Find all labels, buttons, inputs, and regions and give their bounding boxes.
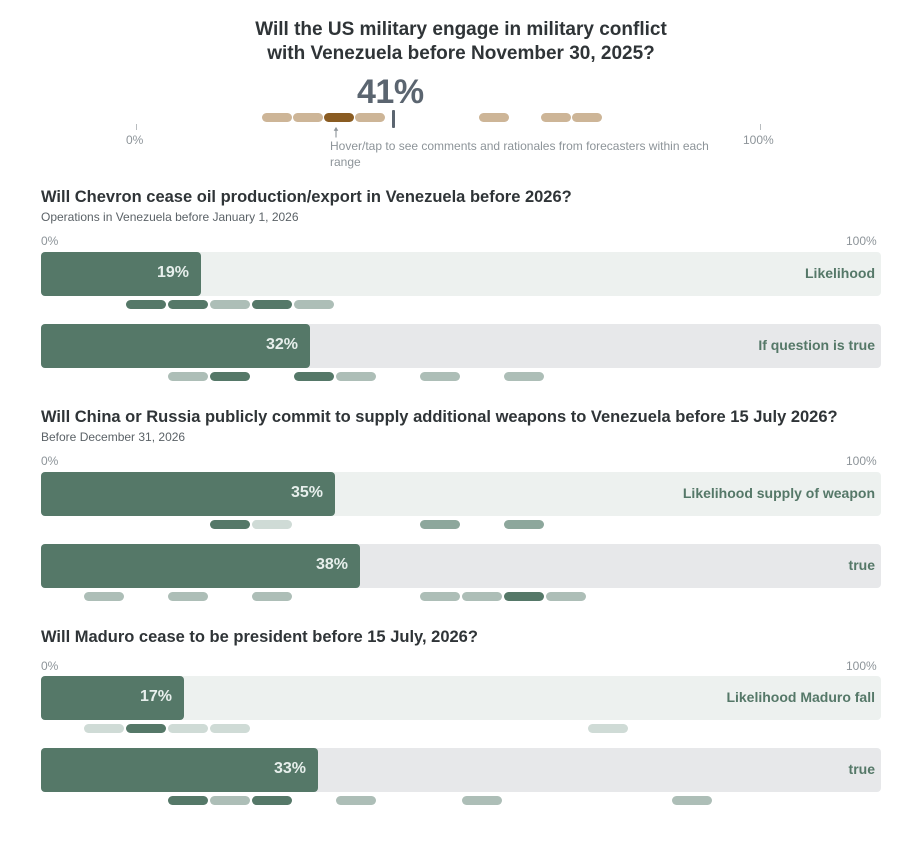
axis-max-label: 100% xyxy=(743,133,774,147)
question-title: Will Chevron cease oil production/export… xyxy=(41,188,572,206)
forecast-range-pill[interactable] xyxy=(420,592,460,601)
forecast-range-pill[interactable] xyxy=(293,113,323,122)
forecast-range-pill[interactable] xyxy=(336,372,376,381)
question-title: Will Maduro cease to be president before… xyxy=(41,628,478,646)
axis-max-label: 100% xyxy=(846,454,877,468)
bar-fill xyxy=(41,544,360,588)
forecast-range-pill[interactable] xyxy=(541,113,571,122)
bar-series-label: If question is true xyxy=(758,337,875,353)
headline-marker xyxy=(392,110,395,128)
arrow-up-icon: 🠕 xyxy=(333,124,340,140)
forecast-range-pill[interactable] xyxy=(168,592,208,601)
headline-forecast[interactable]: 41% 0% 100% 🠕 Hover/tap to see comments … xyxy=(0,0,922,180)
bar-value-label: 32% xyxy=(266,336,299,353)
axis-min-label: 0% xyxy=(126,133,144,147)
forecast-range-pill[interactable] xyxy=(126,724,166,733)
forecast-range-pill[interactable] xyxy=(210,520,250,529)
question-title: Will China or Russia publicly commit to … xyxy=(41,408,838,426)
bar-value-label: 33% xyxy=(274,760,307,777)
forecast-range-pill[interactable] xyxy=(462,592,502,601)
axis-min-label: 0% xyxy=(41,234,59,248)
forecast-range-pill[interactable] xyxy=(168,372,208,381)
forecast-range-pill[interactable] xyxy=(355,113,385,122)
forecast-range-pill[interactable] xyxy=(504,520,544,529)
axis-tick-min xyxy=(136,124,137,130)
bar-fill xyxy=(41,472,335,516)
forecast-range-pill[interactable] xyxy=(462,796,502,805)
bar-fill xyxy=(41,676,184,720)
bar-series-label: Likelihood Maduro fall xyxy=(726,689,875,705)
axis-tick-max xyxy=(760,124,761,130)
title-line-2: with Venezuela before November 30, 2025? xyxy=(267,43,655,64)
forecast-range-pill[interactable] xyxy=(210,372,250,381)
forecast-range-pill[interactable] xyxy=(84,724,124,733)
bar-series-label: Likelihood xyxy=(805,265,875,281)
bar-value-label: 19% xyxy=(157,264,190,281)
forecast-range-pill[interactable] xyxy=(294,300,334,309)
bar-track[interactable]: 19% Likelihood xyxy=(41,252,881,296)
bar-track[interactable]: 17% Likelihood Maduro fall xyxy=(41,676,881,720)
axis-max-label: 100% xyxy=(846,659,877,673)
bar-track[interactable]: 38% true xyxy=(41,544,881,588)
forecast-range-pill[interactable] xyxy=(324,113,354,122)
forecast-range-pill[interactable] xyxy=(252,592,292,601)
bar-value-label: 38% xyxy=(316,556,349,573)
forecast-range-pill[interactable] xyxy=(572,113,602,122)
bar-series-label: true xyxy=(848,557,875,573)
forecast-range-pill[interactable] xyxy=(588,724,628,733)
forecast-range-pill[interactable] xyxy=(504,592,544,601)
forecast-range-pill[interactable] xyxy=(546,592,586,601)
bar-series-label: Likelihood supply of weapon xyxy=(682,485,875,501)
bar-track[interactable]: 33% true xyxy=(41,748,881,792)
title-line-1: Will the US military engage in military … xyxy=(255,19,667,40)
bar-track[interactable]: 35% Likelihood supply of weapon xyxy=(41,472,881,516)
bar-value-label: 17% xyxy=(140,688,173,705)
bar-fill xyxy=(41,748,318,792)
question-subtitle: Operations in Venezuela before January 1… xyxy=(41,210,299,224)
bar-track[interactable]: 32% If question is true xyxy=(41,324,881,368)
axis-min-label: 0% xyxy=(41,454,59,468)
forecast-range-pill[interactable] xyxy=(252,796,292,805)
axis-max-label: 100% xyxy=(846,234,877,248)
forecast-range-pill[interactable] xyxy=(84,592,124,601)
forecast-range-pill[interactable] xyxy=(168,796,208,805)
forecast-range-pill[interactable] xyxy=(420,520,460,529)
forecast-range-pill[interactable] xyxy=(336,796,376,805)
bar-value-label: 35% xyxy=(291,484,324,501)
forecast-range-pill[interactable] xyxy=(210,300,250,309)
hover-hint: Hover/tap to see comments and rationales… xyxy=(330,139,709,169)
forecast-range-pill[interactable] xyxy=(168,724,208,733)
bar-fill xyxy=(41,324,310,368)
forecast-range-pill[interactable] xyxy=(504,372,544,381)
bar-series-label: true xyxy=(848,761,875,777)
page-title: Will the US military engage in military … xyxy=(0,18,922,66)
forecast-range-pill[interactable] xyxy=(294,372,334,381)
forecast-range-pill[interactable] xyxy=(210,796,250,805)
forecast-range-pill[interactable] xyxy=(168,300,208,309)
forecast-range-pill[interactable] xyxy=(672,796,712,805)
forecast-range-pill[interactable] xyxy=(420,372,460,381)
bar-fill xyxy=(41,252,201,296)
forecast-range-pill[interactable] xyxy=(252,520,292,529)
forecast-range-pill[interactable] xyxy=(210,724,250,733)
headline-percent: 41% xyxy=(357,73,424,111)
forecast-range-pill[interactable] xyxy=(479,113,509,122)
forecast-range-pill[interactable] xyxy=(126,300,166,309)
forecast-range-pill[interactable] xyxy=(252,300,292,309)
question-subtitle: Before December 31, 2026 xyxy=(41,430,186,444)
axis-min-label: 0% xyxy=(41,659,59,673)
forecast-range-pill[interactable] xyxy=(262,113,292,122)
